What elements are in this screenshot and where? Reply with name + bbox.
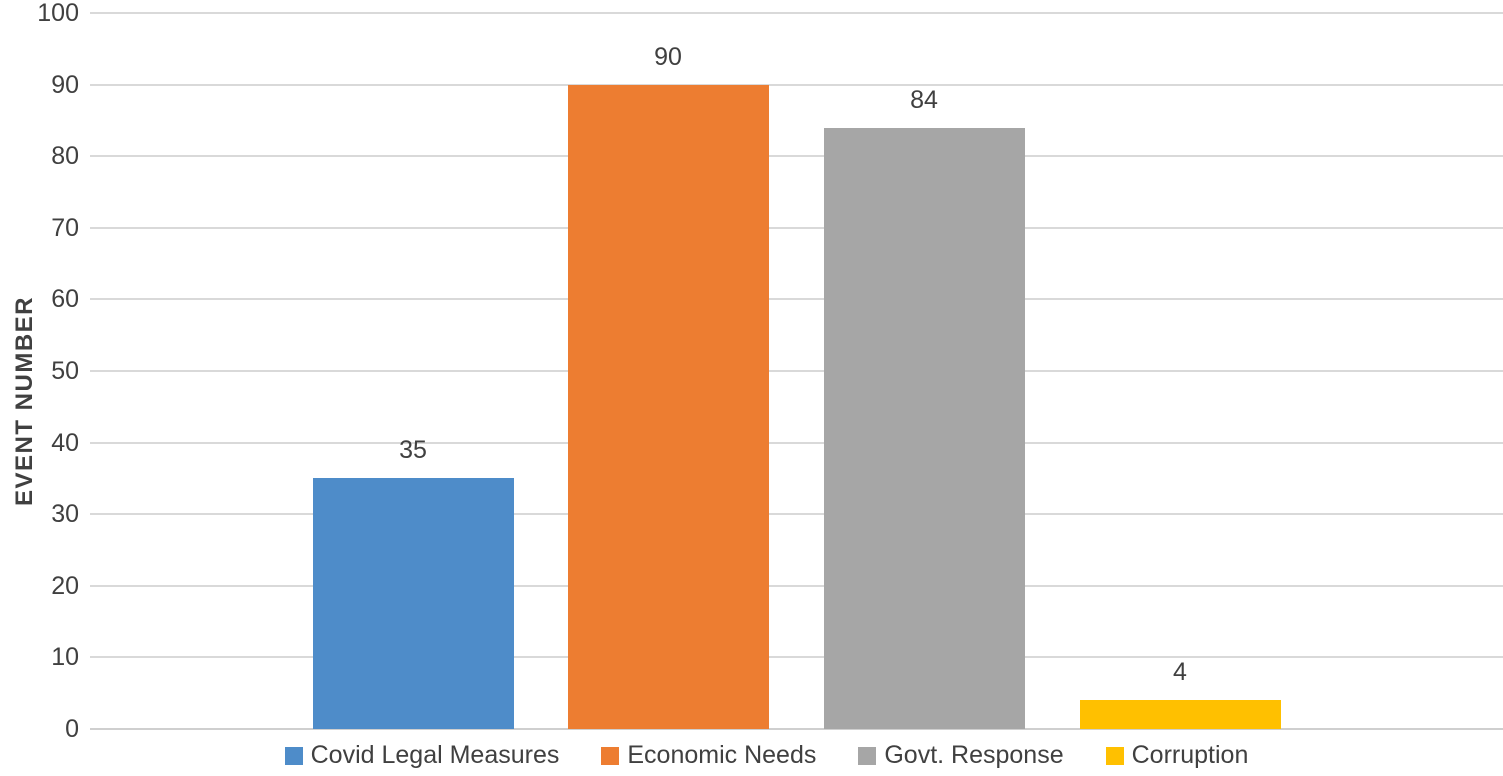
bar-value-label-covid-legal-measures: 35 [399, 436, 427, 465]
gridline-y-100 [90, 12, 1503, 14]
gridline-y-70 [90, 226, 1503, 229]
legend-item-covid-legal-measures: Covid Legal Measures [284, 741, 560, 770]
legend-label: Govt. Response [884, 741, 1064, 769]
bar-corruption [1079, 700, 1281, 729]
y-tick-label-40: 40 [51, 428, 79, 457]
y-tick-label-20: 20 [51, 571, 79, 600]
gridline-y-80 [90, 155, 1503, 158]
legend-item-govt-response: Govt. Response [858, 741, 1064, 770]
legend-label: Corruption [1131, 741, 1249, 769]
bar-value-label-economic-needs: 90 [654, 42, 682, 71]
y-tick-label-70: 70 [51, 213, 79, 242]
y-tick-label-80: 80 [51, 142, 79, 171]
legend: Covid Legal Measures Economic Needs Govt. … [0, 741, 1503, 770]
legend-swatch-icon [858, 746, 877, 765]
gridline-y-0 [90, 728, 1503, 730]
y-tick-label-0: 0 [65, 715, 79, 743]
gridline-y-30 [90, 513, 1503, 516]
gridline-y-20 [90, 584, 1503, 587]
bar-govt-response [823, 127, 1025, 729]
y-tick-label-90: 90 [51, 70, 79, 99]
legend-item-corruption: Corruption [1105, 741, 1249, 770]
legend-swatch-icon [601, 746, 620, 765]
bar-covid-legal-measures [312, 478, 514, 729]
y-tick-label-50: 50 [51, 357, 79, 385]
y-tick-label-100: 100 [37, 0, 79, 27]
legend-item-economic-needs: Economic Needs [601, 741, 816, 770]
bar-value-label-govt-response: 84 [910, 85, 938, 114]
legend-swatch-icon [1105, 746, 1124, 765]
bar-economic-needs [567, 84, 769, 729]
gridline-y-10 [90, 656, 1503, 659]
legend-label: Economic Needs [627, 741, 817, 769]
gridline-y-40 [90, 441, 1503, 444]
y-tick-label-10: 10 [51, 643, 79, 672]
gridline-y-60 [90, 298, 1503, 301]
legend-label: Covid Legal Measures [310, 741, 560, 769]
y-tick-label-60: 60 [51, 285, 79, 314]
y-axis-title: EVENT NUMBER [11, 296, 38, 507]
gridline-y-50 [90, 370, 1503, 372]
gridline-y-90 [90, 83, 1503, 86]
bar-value-label-corruption: 4 [1173, 658, 1187, 687]
y-tick-label-30: 30 [51, 500, 79, 529]
legend-swatch-icon [284, 746, 303, 765]
